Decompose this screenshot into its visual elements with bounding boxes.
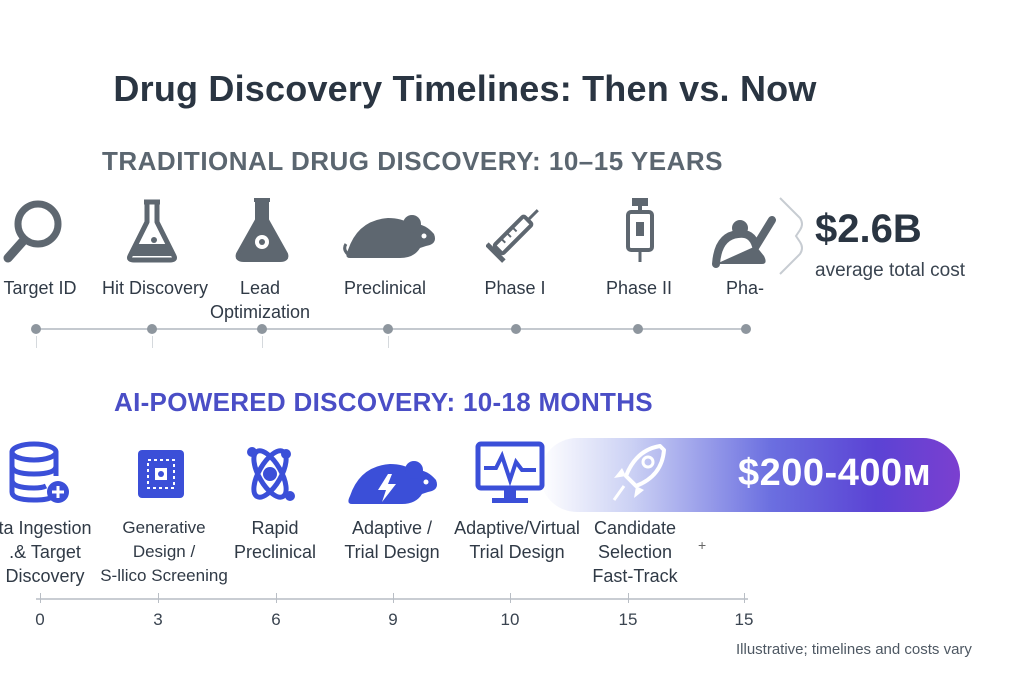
flask-gear-icon	[230, 196, 294, 264]
traditional-heading: TRADITIONAL DRUG DISCOVERY: 10–15 YEARS	[102, 146, 723, 176]
stage-label-phase-3: Pha⁠⁠-	[725, 278, 765, 298]
database-icon	[6, 440, 70, 508]
timeline-tick	[388, 336, 389, 348]
timeline-dot	[633, 324, 643, 334]
axis-label: 10	[500, 610, 520, 629]
stage-label-hit-discovery: Hit Discovery	[101, 278, 208, 298]
stage-label-preclinical: Preclinical	[343, 278, 427, 298]
magnifier-icon	[2, 196, 66, 264]
traditional-cost-label: average total cost	[815, 260, 965, 281]
ai-stage-label-rapid-preclinical: Rapid Preclinical	[233, 518, 317, 562]
monitor-pulse-icon	[474, 440, 546, 508]
axis-tick	[393, 593, 394, 603]
stage-label-target-id: Target ID	[3, 278, 77, 298]
axis-tick	[40, 593, 41, 603]
axis-label: 15	[734, 610, 754, 629]
axis-label: 0	[35, 610, 45, 629]
flask-icon	[120, 196, 184, 264]
ai-stage-label-generative-design: Generative Design / S-llico Screening	[100, 518, 228, 585]
timeline-dot	[257, 324, 267, 334]
timeline-dot	[31, 324, 41, 334]
axis-label: 3	[153, 610, 163, 629]
vial-icon	[608, 196, 672, 264]
axis-tick	[744, 593, 745, 603]
chip-icon	[128, 440, 192, 508]
ai-stage-label-data-ingestion: ta Ingestion .& Target Discovery	[0, 518, 92, 586]
ai-timeline-axis	[36, 598, 748, 600]
stage-label-lead-optimization: Lead Optimization	[209, 278, 311, 322]
axis-tick	[158, 593, 159, 603]
timeline-tick	[262, 336, 263, 348]
lightning-mouse-icon	[344, 444, 440, 512]
syringe-icon	[486, 196, 550, 264]
timeline-dot	[511, 324, 521, 334]
axis-tick	[276, 593, 277, 603]
axis-tick	[628, 593, 629, 603]
ai-cost-value: $200-400м	[738, 452, 932, 494]
timeline-dot	[147, 324, 157, 334]
axis-label: 9	[388, 610, 398, 629]
timeline-tick	[36, 336, 37, 348]
plus-mark: +	[698, 537, 707, 553]
timeline-tick	[152, 336, 153, 348]
ai-stage-label-candidate-selection: Candidate Selection Fast-Track	[592, 518, 678, 586]
molecule-icon	[238, 440, 302, 508]
bracket-icon	[776, 196, 806, 276]
rocket-icon	[606, 440, 670, 508]
timeline-dot	[741, 324, 751, 334]
axis-label: 15	[618, 610, 638, 629]
mouse-icon	[340, 200, 440, 268]
timeline-dot	[383, 324, 393, 334]
axis-tick	[510, 593, 511, 603]
page-title: Drug Discovery Timelines: Then vs. Now	[113, 68, 817, 109]
traditional-cost-value: $2.6B	[815, 207, 922, 251]
axis-label: 6	[271, 610, 281, 629]
ai-stage-label-adaptive-virtual-trial: Adaptive/Virtual Trial Design	[454, 518, 580, 562]
footnote: Illustrative; timelines and costs vary	[736, 641, 972, 658]
check-figure-icon	[712, 206, 776, 274]
stage-label-phase-1: Phase I	[484, 278, 546, 298]
stage-label-phase-2: Phase II	[605, 278, 673, 298]
ai-stage-label-adaptive-trial: Adaptive / Trial Design	[344, 518, 440, 562]
ai-heading: AI-POWERED DISCOVERY: 10-18 MONTHS	[114, 387, 653, 417]
ai-cost-banner	[540, 438, 960, 512]
